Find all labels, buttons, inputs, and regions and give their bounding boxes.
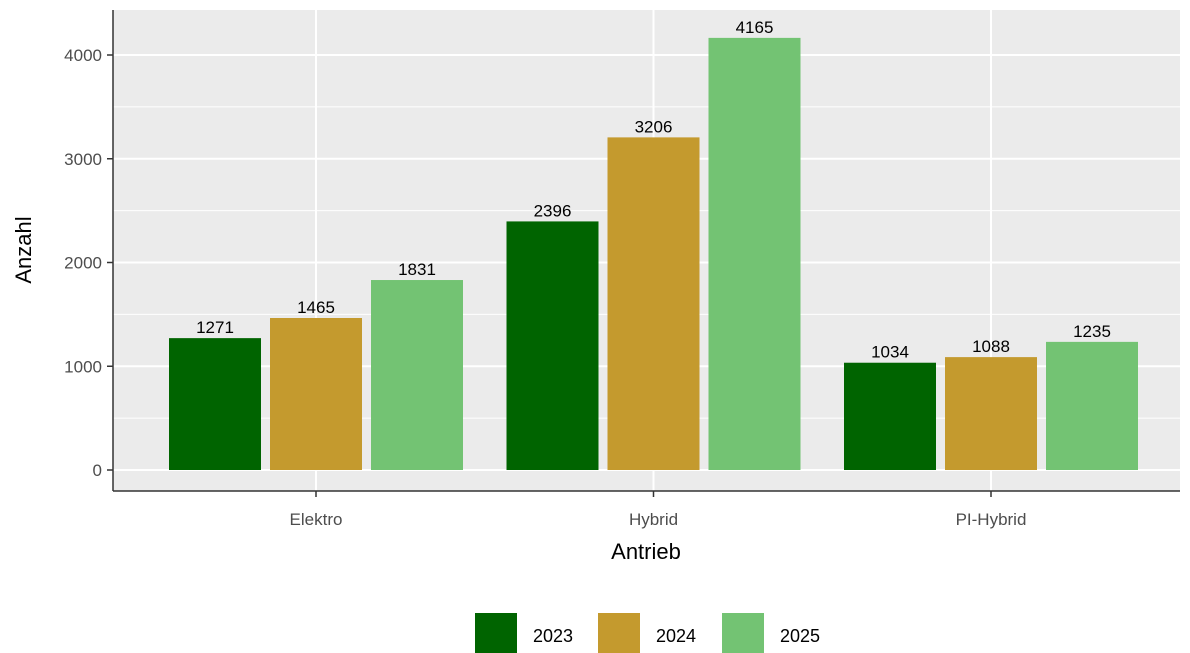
legend: 2023 2024 2025: [475, 613, 820, 653]
data-label: 1034: [871, 343, 909, 362]
x-axis-ticks: Elektro Hybrid PI-Hybrid: [290, 491, 1027, 529]
data-label: 3206: [635, 117, 673, 136]
legend-key: [598, 613, 640, 653]
bar: [607, 137, 700, 470]
data-label: 4165: [736, 18, 774, 37]
legend-label: 2025: [780, 626, 820, 646]
x-tick-label: Hybrid: [629, 510, 678, 529]
bar: [844, 362, 936, 470]
legend-label: 2024: [656, 626, 696, 646]
data-label: 2396: [534, 201, 572, 220]
bar: [506, 221, 599, 470]
data-label: 1235: [1073, 322, 1111, 341]
bar: [945, 357, 1037, 470]
y-tick-label: 3000: [64, 150, 102, 169]
data-label: 1465: [297, 298, 335, 317]
data-label: 1088: [972, 337, 1010, 356]
y-tick-label: 4000: [64, 46, 102, 65]
legend-label: 2023: [533, 626, 573, 646]
y-tick-label: 0: [93, 461, 102, 480]
y-axis-ticks: 0 1000 2000 3000 4000: [64, 46, 113, 480]
x-tick-label: PI-Hybrid: [956, 510, 1027, 529]
data-label: 1271: [196, 318, 234, 337]
y-axis-title: Anzahl: [11, 216, 36, 283]
bar: [270, 318, 362, 470]
data-labels: 1271 2396 1034 1465 3206 1088 1831 4165 1235: [196, 18, 1111, 362]
y-tick-label: 1000: [64, 357, 102, 376]
bars: [169, 37, 1138, 470]
data-label: 1831: [398, 260, 436, 279]
y-tick-label: 2000: [64, 254, 102, 273]
bar: [169, 338, 261, 470]
x-axis-title: Antrieb: [611, 539, 681, 564]
bar: [708, 37, 801, 470]
legend-key: [475, 613, 517, 653]
x-tick-label: Elektro: [290, 510, 343, 529]
legend-key: [722, 613, 764, 653]
bar: [371, 280, 463, 470]
bar: [1046, 341, 1138, 470]
